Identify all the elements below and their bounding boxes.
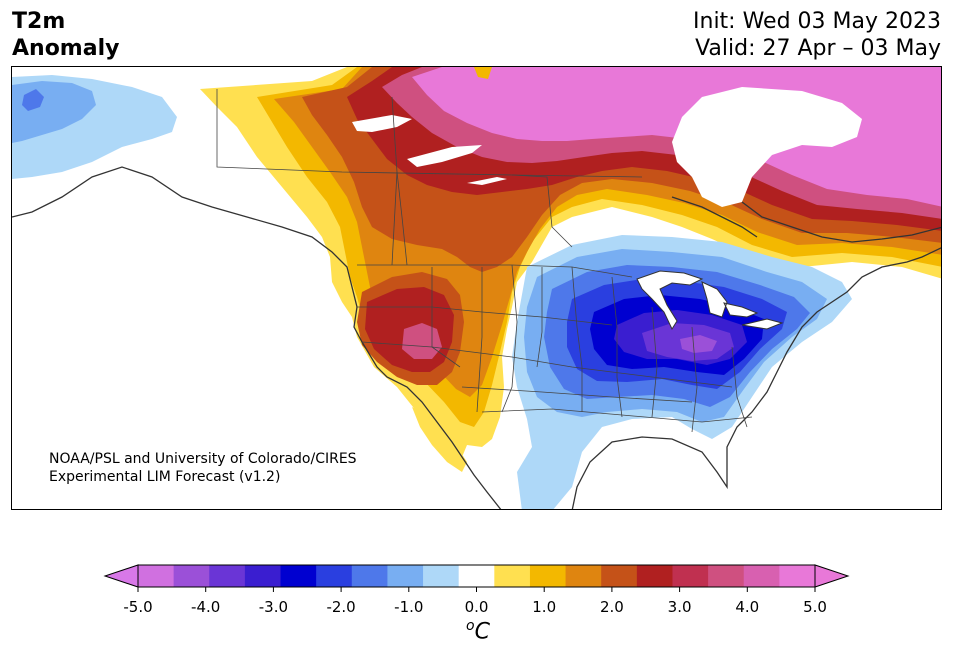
colorbar-graphic xyxy=(103,564,850,592)
colorbar-tick-label: -5.0 xyxy=(123,598,153,616)
cold-blue-alaska xyxy=(22,89,44,111)
colorbar-tick-label: -2.0 xyxy=(326,598,356,616)
init-date: Init: Wed 03 May 2023 xyxy=(693,9,941,34)
colorbar-swatch xyxy=(209,565,246,587)
colorbar-swatch xyxy=(636,565,673,587)
credit-line-1: NOAA/PSL and University of Colorado/CIRE… xyxy=(49,451,357,467)
lake-canada-2 xyxy=(407,145,482,167)
valid-range: Valid: 27 Apr – 03 May xyxy=(695,36,941,61)
great-lakes xyxy=(636,270,784,331)
colorbar-swatch xyxy=(708,565,745,587)
colorbar-tick-label: -1.0 xyxy=(394,598,424,616)
colorbar-tick-label: 5.0 xyxy=(803,598,827,616)
map-title: T2m Anomaly xyxy=(12,8,119,62)
colorbar-tick-label: 4.0 xyxy=(735,598,760,616)
colorbar-swatch xyxy=(138,565,175,587)
colorbar-swatch xyxy=(601,565,638,587)
colorbar-swatch xyxy=(565,565,602,587)
colorbar-tick-label: 0.0 xyxy=(464,598,489,616)
coastlines xyxy=(12,166,941,509)
colorbar-swatch xyxy=(779,565,816,587)
colorbar-tick-label: 2.0 xyxy=(599,598,624,616)
lake-canada-3 xyxy=(467,177,507,185)
unit-superscript: o xyxy=(466,618,475,634)
gulf-california-yellow xyxy=(412,407,467,472)
colorbar-high-extend xyxy=(814,564,850,588)
forecast-dates: Init: Wed 03 May 2023 Valid: 27 Apr – 03… xyxy=(693,8,941,62)
title-line-2: Anomaly xyxy=(12,36,120,61)
colorbar-swatch xyxy=(387,565,424,587)
colorbar-tick-label: -3.0 xyxy=(258,598,289,616)
credit-line-2: Experimental LIM Forecast (v1.2) xyxy=(49,469,281,485)
colorbar-swatch xyxy=(529,565,567,587)
colorbar-unit: oC xyxy=(466,618,490,644)
colorbar-swatch xyxy=(280,565,317,587)
colorbar-swatch xyxy=(173,565,210,587)
arctic-yellow xyxy=(474,67,492,79)
colorbar-swatch xyxy=(351,565,388,587)
colorbar-tick-label: -4.0 xyxy=(191,598,221,616)
colorbar-swatch xyxy=(672,565,709,587)
colorbar-swatch xyxy=(743,565,780,587)
credit-text: NOAA/PSL and University of Colorado/CIRE… xyxy=(49,450,357,486)
unit-label: C xyxy=(474,619,490,645)
colorbar-swatch xyxy=(423,565,460,587)
hudson-bay xyxy=(672,87,862,207)
colorbar: -5.0 -4.0 -3.0 -2.0 -1.0 0.0 1.0 2.0 3.0 4.0 5.0 o… xyxy=(0,560,953,656)
map-canvas xyxy=(12,67,941,509)
title-line-1: T2m xyxy=(12,9,66,34)
lake-canada-1 xyxy=(352,115,412,132)
colorbar-swatch xyxy=(244,565,282,587)
colorbar-low-extend xyxy=(103,564,139,588)
colorbar-swatch xyxy=(316,565,353,587)
anomaly-map xyxy=(11,66,942,510)
political-borders xyxy=(216,89,753,433)
colorbar-tick-label: 1.0 xyxy=(532,598,557,616)
colorbar-swatch xyxy=(458,565,495,587)
colorbar-tick-label: 3.0 xyxy=(667,598,692,616)
colorbar-swatch xyxy=(494,565,531,587)
cold-purple-east xyxy=(680,335,717,353)
